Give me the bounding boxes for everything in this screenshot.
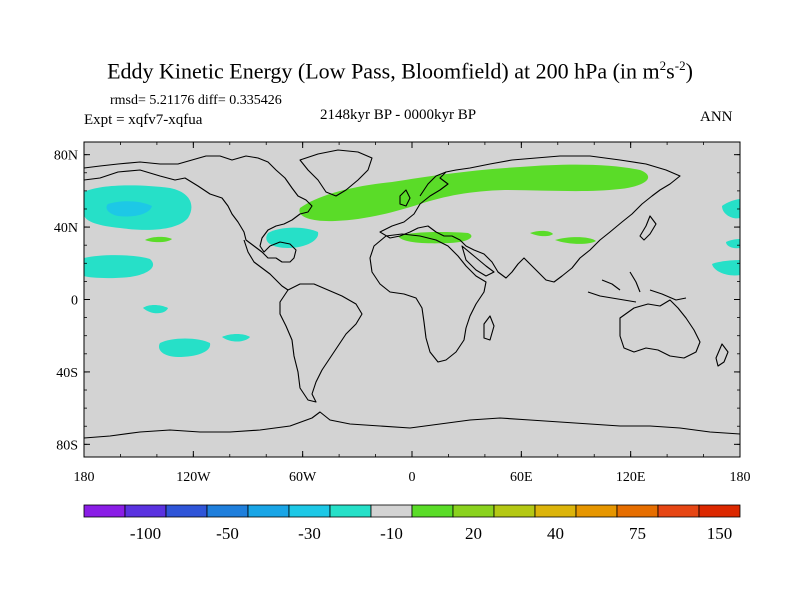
coast-british-isles xyxy=(399,189,411,207)
colorbar-swatch xyxy=(206,504,249,518)
negative-anomaly-western-atlantic xyxy=(266,227,319,248)
period-label: 2148kyr BP - 0000kyr BP xyxy=(320,107,477,123)
map-area xyxy=(84,142,740,457)
coast-antarctica xyxy=(84,411,740,439)
colorbar-swatch xyxy=(370,504,413,518)
negative-anomaly-north-pacific-core xyxy=(106,201,152,217)
colorbar-swatch xyxy=(165,504,208,518)
coast-north-america xyxy=(84,155,313,263)
coast-new-zealand xyxy=(715,343,729,367)
negative-anomaly-subtropical-pacific xyxy=(84,255,154,279)
colorbar-swatch xyxy=(452,504,495,518)
positive-anomaly-pacific xyxy=(145,236,172,243)
negative-anomaly-east-mid xyxy=(726,239,740,249)
coast-madagascar xyxy=(483,315,495,341)
colorbar-label: 75 xyxy=(629,524,646,543)
colorbar-swatch xyxy=(124,504,167,518)
positive-anomaly-central-asia xyxy=(530,230,553,237)
lat-tick-label: 80N xyxy=(54,149,78,164)
lat-tick-label: 40N xyxy=(54,221,78,236)
coast-arabia xyxy=(461,245,495,277)
colorbar-swatch xyxy=(657,504,700,518)
coast-eurasia xyxy=(379,155,681,283)
lon-tick-label: 60W xyxy=(289,470,317,485)
coast-australia xyxy=(619,299,701,359)
lat-tick-label: 0 xyxy=(71,294,78,309)
colorbar-label: -30 xyxy=(298,524,321,543)
coast-greenland xyxy=(299,149,373,197)
colorbar-swatch xyxy=(329,504,372,518)
latitude-axis: 80N 40N 0 40S 80S xyxy=(54,149,740,453)
lat-tick-label: 80S xyxy=(56,438,78,453)
coast-central-america xyxy=(243,239,289,291)
colorbar-label: -10 xyxy=(380,524,403,543)
lon-tick-label: 0 xyxy=(409,470,416,485)
colorbar-swatch xyxy=(616,504,659,518)
colorbar-swatch xyxy=(534,504,577,518)
negative-anomaly-south-pacific-2 xyxy=(158,338,211,357)
season-label: ANN xyxy=(700,109,733,125)
colorbar-label: -100 xyxy=(130,524,161,543)
coast-south-america xyxy=(279,283,363,403)
negative-anomaly-south-pacific-1 xyxy=(143,305,168,314)
map-title: Eddy Kinetic Energy (Low Pass, Bloomfiel… xyxy=(107,58,693,84)
positive-anomaly-eurasia xyxy=(299,164,649,222)
colorbar-swatch xyxy=(247,504,290,518)
coast-africa xyxy=(369,233,487,363)
lon-tick-label: 120W xyxy=(176,470,211,485)
colorbar-swatch xyxy=(83,504,126,518)
lon-tick-label: 120E xyxy=(616,470,646,485)
colorbar-swatch xyxy=(698,504,741,518)
experiment-label: Expt = xqfv7-xqfua xyxy=(84,112,203,128)
lat-tick-label: 40S xyxy=(56,366,78,381)
colorbar-swatch xyxy=(411,504,454,518)
coast-japan xyxy=(639,215,657,241)
colorbar-swatch xyxy=(575,504,618,518)
lon-tick-label: 180 xyxy=(74,470,95,485)
coast-se-asia-islands xyxy=(587,271,687,303)
negative-anomaly-east-north xyxy=(722,199,740,219)
coast-scandinavia xyxy=(419,171,447,197)
colorbar-swatch xyxy=(493,504,536,518)
colorbar-label: 20 xyxy=(465,524,482,543)
coastlines xyxy=(84,149,740,439)
negative-anomaly-east-south xyxy=(712,260,740,276)
colorbar-label: -50 xyxy=(216,524,239,543)
negative-anomaly-south-pacific-3 xyxy=(222,334,250,342)
positive-anomaly-mediterranean xyxy=(398,232,472,244)
positive-anomaly-asia-east xyxy=(555,237,596,244)
colorbar-swatch xyxy=(288,504,331,518)
lon-tick-label: 60E xyxy=(510,470,533,485)
longitude-axis: 180 120W 60W 0 60E 120E 180 xyxy=(74,142,751,485)
stats-text: rmsd= 5.21176 diff= 0.335426 xyxy=(110,93,282,108)
colorbar-label: 40 xyxy=(547,524,564,543)
lon-tick-label: 180 xyxy=(730,470,751,485)
colorbar: -100 -50 -30 -10 20 40 75 150 xyxy=(83,504,741,543)
anomaly-fields xyxy=(84,164,740,357)
colorbar-label: 150 xyxy=(707,524,733,543)
